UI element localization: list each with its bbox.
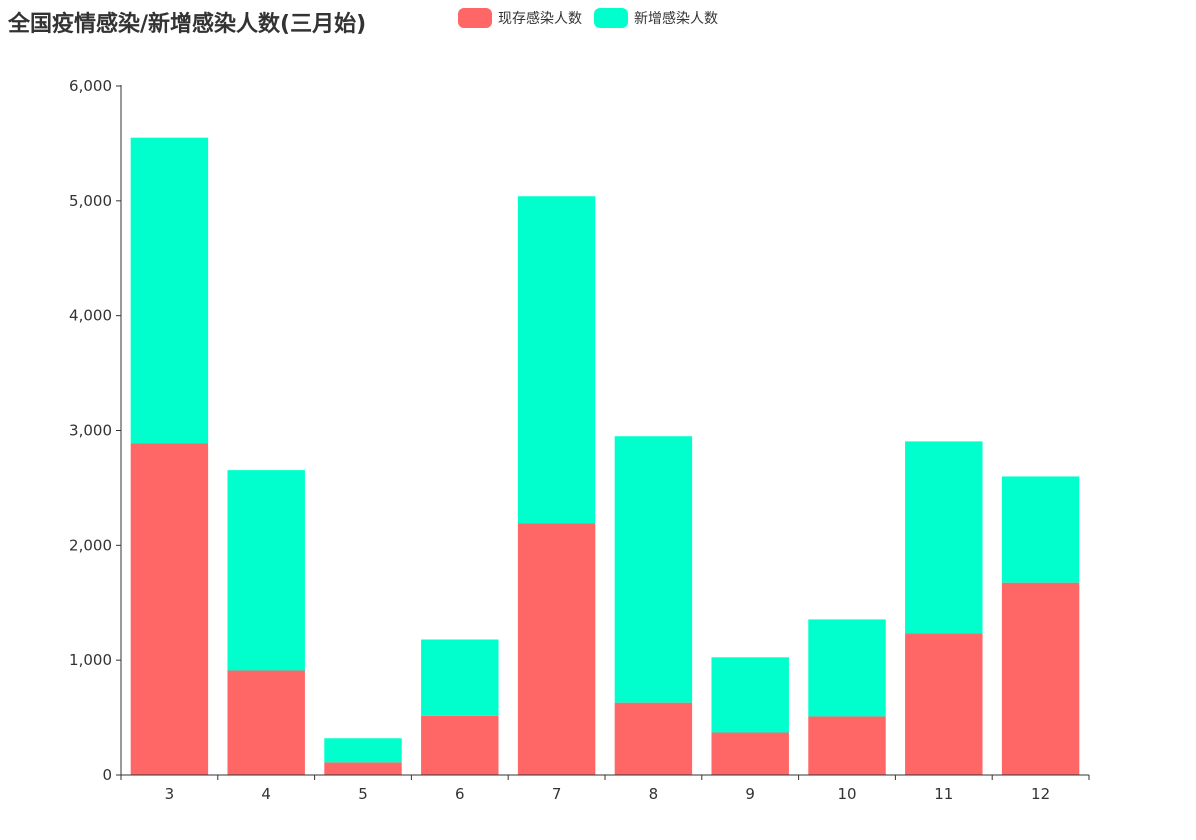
bar-existing-5[interactable] xyxy=(324,762,402,775)
bar-new-11[interactable] xyxy=(905,441,983,634)
bar-new-6[interactable] xyxy=(421,639,499,716)
bar-existing-9[interactable] xyxy=(711,732,789,775)
bar-new-12[interactable] xyxy=(1001,476,1080,583)
legend: 现存感染人数 新增感染人数 xyxy=(458,8,718,28)
x-tick-label: 5 xyxy=(358,785,368,803)
x-tick-label: 4 xyxy=(261,785,271,803)
y-tick-label: 6,000 xyxy=(69,77,112,95)
y-tick-label: 3,000 xyxy=(69,422,112,440)
chart-title: 全国疫情感染/新增感染人数(三月始) xyxy=(8,12,367,37)
y-tick-label: 1,000 xyxy=(69,651,112,669)
x-tick-label: 10 xyxy=(837,785,856,803)
bar-new-10[interactable] xyxy=(808,619,886,717)
y-tick-label: 2,000 xyxy=(69,536,112,554)
bar-new-8[interactable] xyxy=(614,436,693,703)
legend-label-existing: 现存感染人数 xyxy=(498,11,582,27)
legend-swatch-new xyxy=(594,8,628,28)
bar-new-7[interactable] xyxy=(517,196,596,524)
bar-existing-6[interactable] xyxy=(421,715,499,775)
x-tick-label: 3 xyxy=(165,785,175,803)
bar-existing-3[interactable] xyxy=(130,443,209,775)
bar-existing-7[interactable] xyxy=(517,523,596,775)
bar-new-5[interactable] xyxy=(324,738,402,763)
legend-item-new[interactable]: 新增感染人数 xyxy=(594,8,718,28)
bar-existing-10[interactable] xyxy=(808,716,886,775)
bar-existing-4[interactable] xyxy=(227,670,305,775)
bar-new-9[interactable] xyxy=(711,657,789,733)
y-tick-label: 0 xyxy=(102,766,112,784)
bar-existing-11[interactable] xyxy=(905,633,983,775)
bar-existing-12[interactable] xyxy=(1001,582,1080,775)
bar-new-4[interactable] xyxy=(227,470,305,671)
bar-existing-8[interactable] xyxy=(614,702,693,775)
y-tick-label: 5,000 xyxy=(69,192,112,210)
x-tick-label: 12 xyxy=(1031,785,1050,803)
bar-new-3[interactable] xyxy=(130,137,209,444)
x-tick-label: 9 xyxy=(745,785,755,803)
x-tick-label: 7 xyxy=(552,785,562,803)
x-tick-label: 8 xyxy=(649,785,659,803)
legend-label-new: 新增感染人数 xyxy=(634,11,718,27)
x-tick-label: 6 xyxy=(455,785,465,803)
x-tick-label: 11 xyxy=(934,785,953,803)
y-tick-label: 4,000 xyxy=(69,307,112,325)
legend-item-existing[interactable]: 现存感染人数 xyxy=(458,8,582,28)
legend-swatch-existing xyxy=(458,8,492,28)
